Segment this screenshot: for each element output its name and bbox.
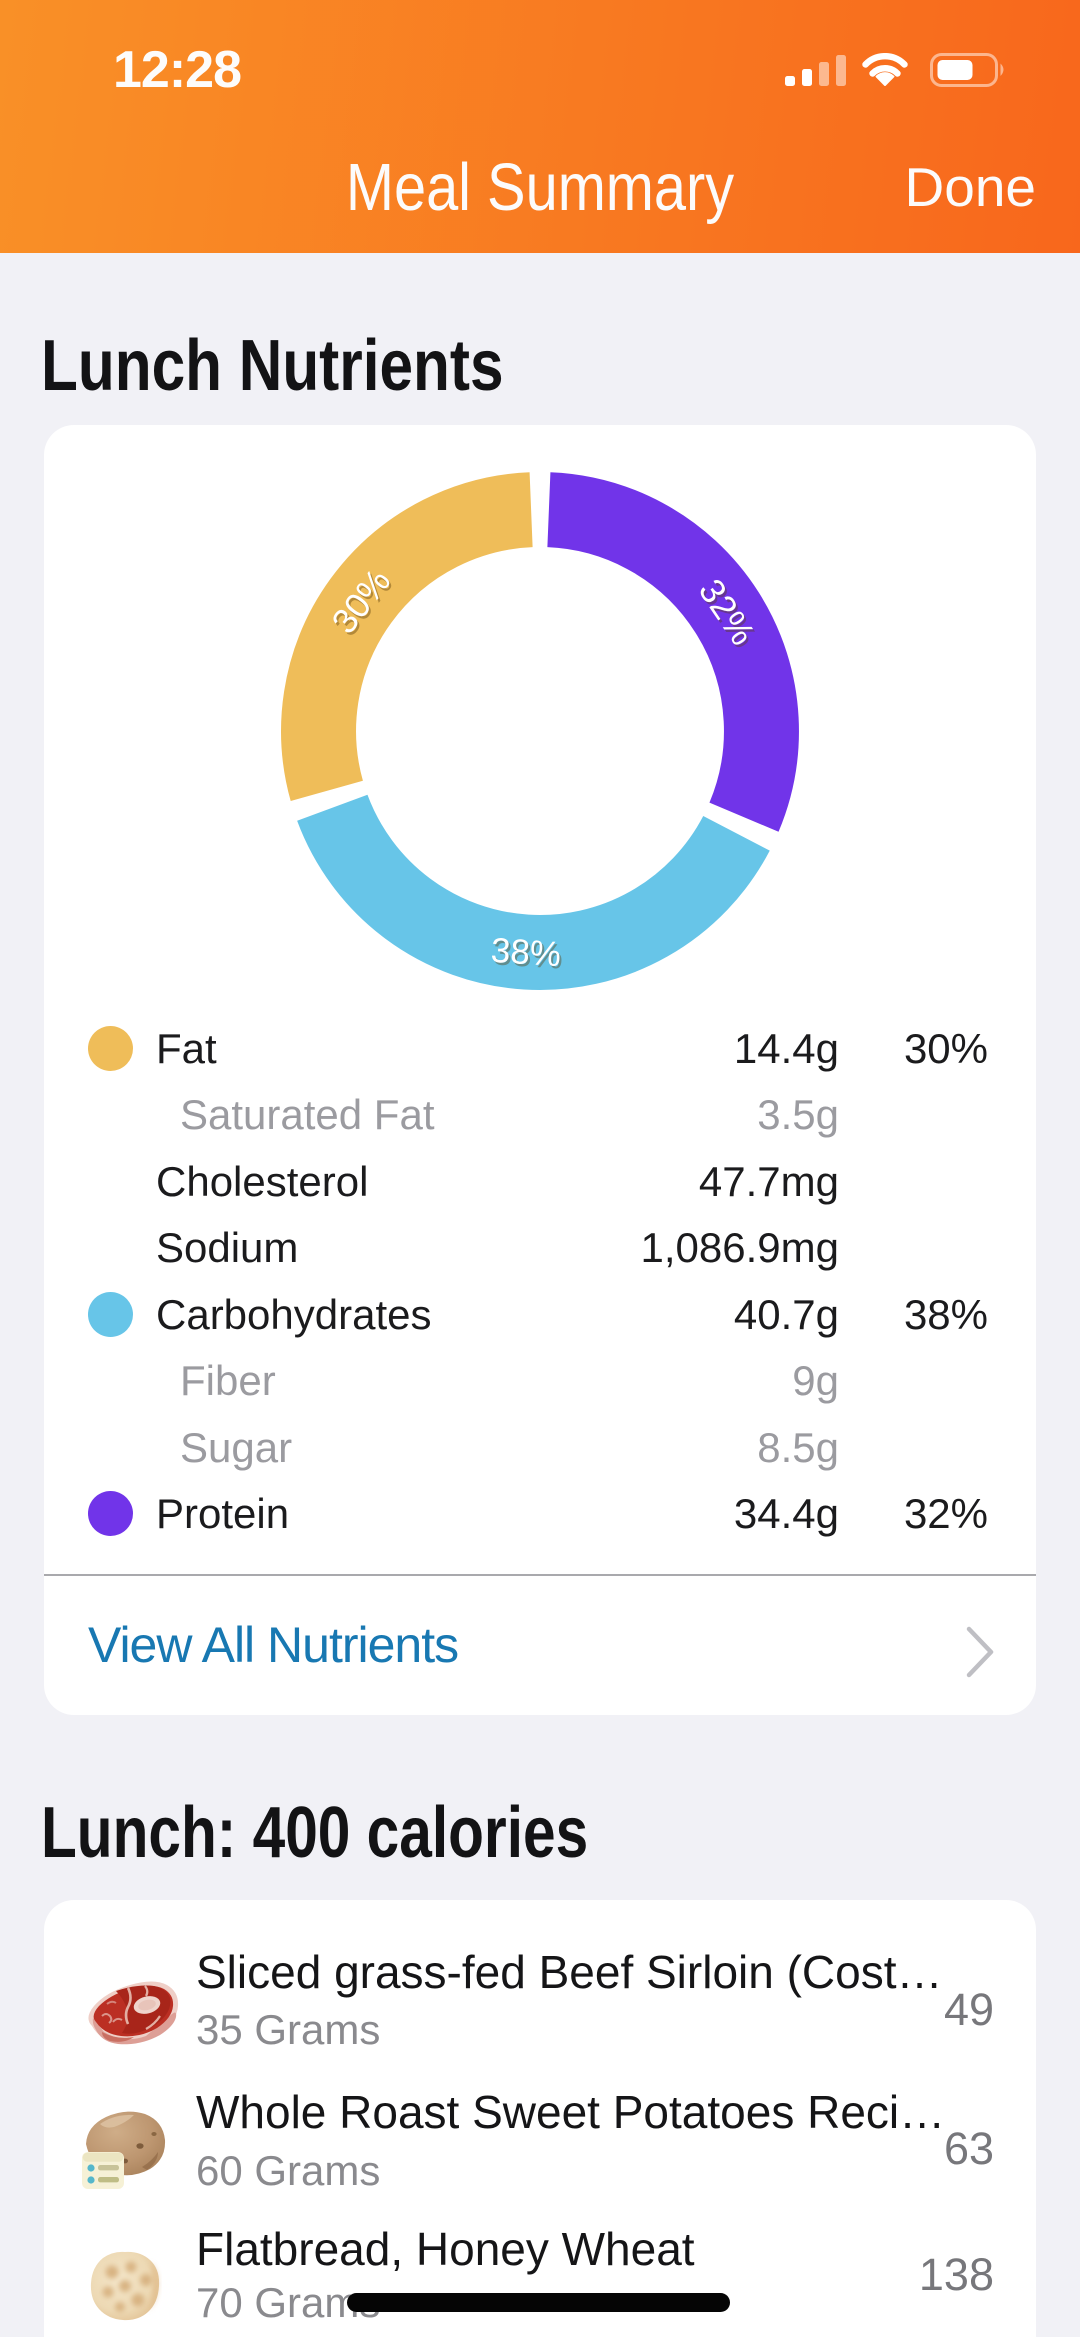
svg-text:38%: 38% (490, 931, 562, 974)
svg-text:38%: 38% (492, 933, 564, 976)
